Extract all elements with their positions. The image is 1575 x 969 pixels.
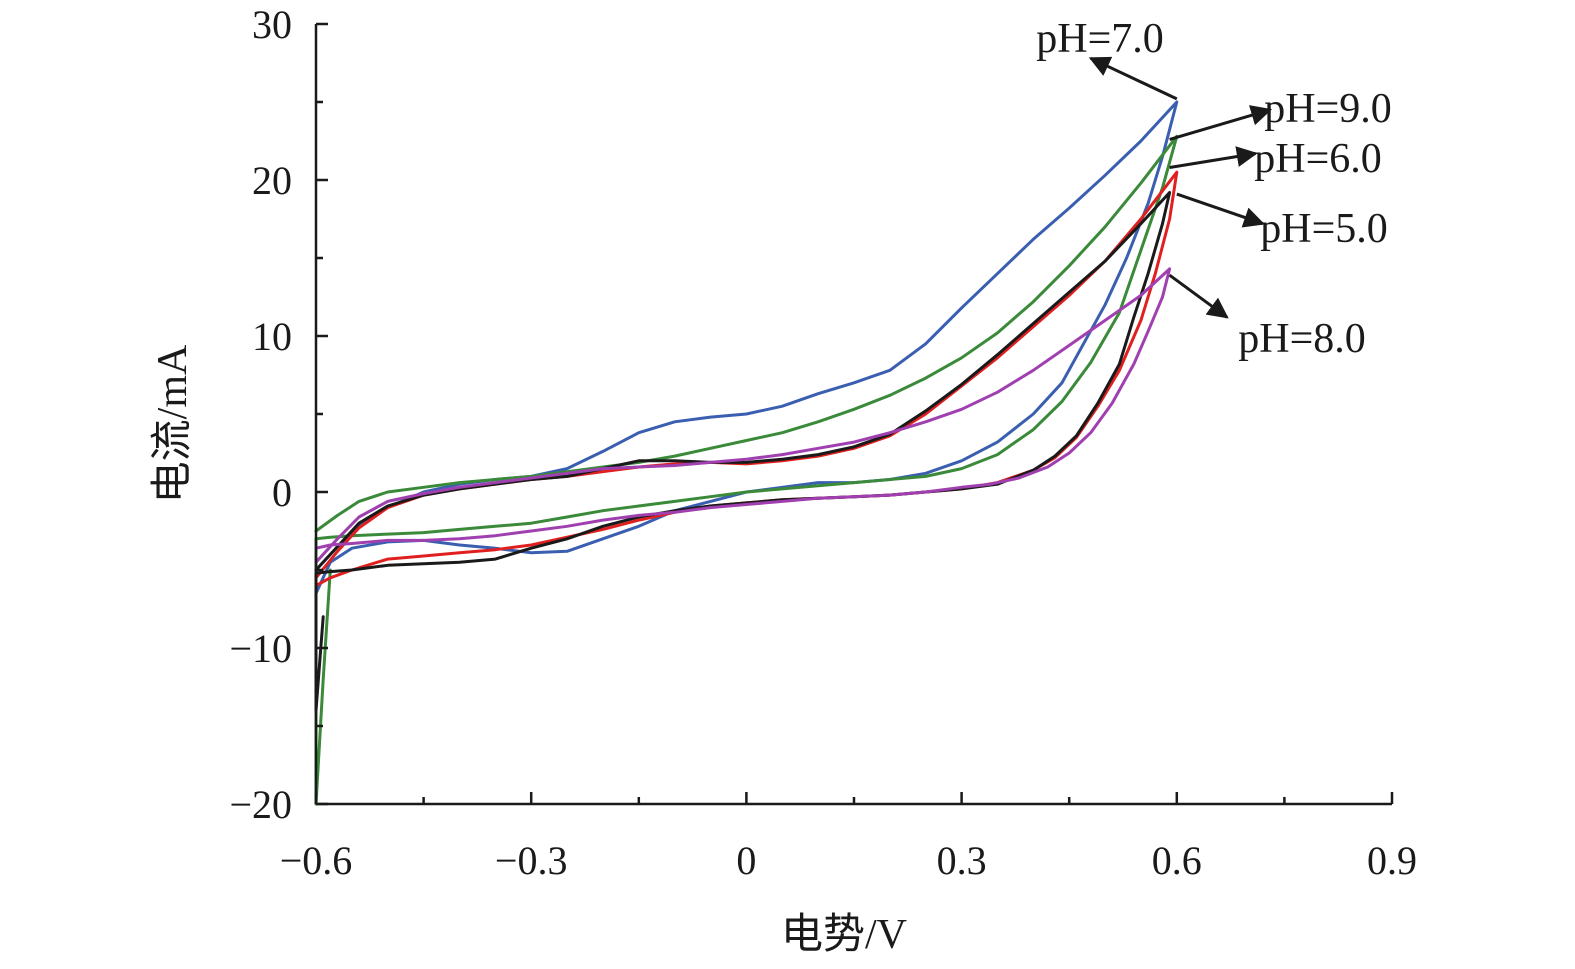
callout-arrow-ph-7-0: [1088, 56, 1178, 101]
x-tick-label: 0.9: [1367, 838, 1417, 883]
callout-annotations: pH=7.0 pH=9.0pH=6.0 pH=5.0 pH=8.0: [1036, 16, 1392, 362]
y-tick-label: 30: [252, 2, 292, 47]
x-tick-label: 0.3: [937, 838, 987, 883]
callout-label-ph-8-0: pH=8.0: [1238, 316, 1366, 362]
axes: [314, 24, 1392, 806]
plot-series: [314, 100, 1179, 806]
x-tick-label: −0.6: [280, 838, 353, 883]
callout-label-ph-6-0: pH=6.0: [1254, 136, 1382, 182]
series-line-ph-7-0: [314, 100, 1179, 595]
callout-arrow-ph-6-0: [1169, 146, 1258, 170]
y-tick-label: −10: [229, 626, 292, 671]
y-tick-label: 0: [272, 470, 292, 515]
x-axis-title: 电势/V: [781, 912, 907, 958]
series-line-ph-9-0: [314, 134, 1179, 806]
series-line-ph-5-0: [314, 191, 1172, 712]
x-tick-label: −0.3: [495, 838, 568, 883]
series-line-ph-6-0: [314, 170, 1179, 588]
callout-label-ph-7-0: pH=7.0: [1036, 16, 1164, 62]
callout-label-ph-9-0: pH=9.0: [1264, 86, 1392, 132]
y-tick-label: 20: [252, 158, 292, 203]
callout-arrow-ph-8-0: [1168, 273, 1229, 319]
y-axis-title: 电流/mA: [150, 344, 196, 503]
callout-arrow-ph-5-0: [1176, 192, 1265, 228]
x-tick-label: 0.6: [1152, 838, 1202, 883]
callout-arrow-ph-9-0: [1169, 105, 1273, 141]
series-line-ph-8-0: [314, 267, 1172, 564]
x-tick-label: 0: [736, 838, 756, 883]
y-tick-label: −20: [229, 782, 292, 827]
axis-ticks: −0.6 −0.3 0 0.3 0.6 0.9 −20 −10 0 10 20 30: [229, 2, 1417, 883]
callout-label-ph-5-0: pH=5.0: [1260, 206, 1388, 252]
y-tick-label: 10: [252, 314, 292, 359]
